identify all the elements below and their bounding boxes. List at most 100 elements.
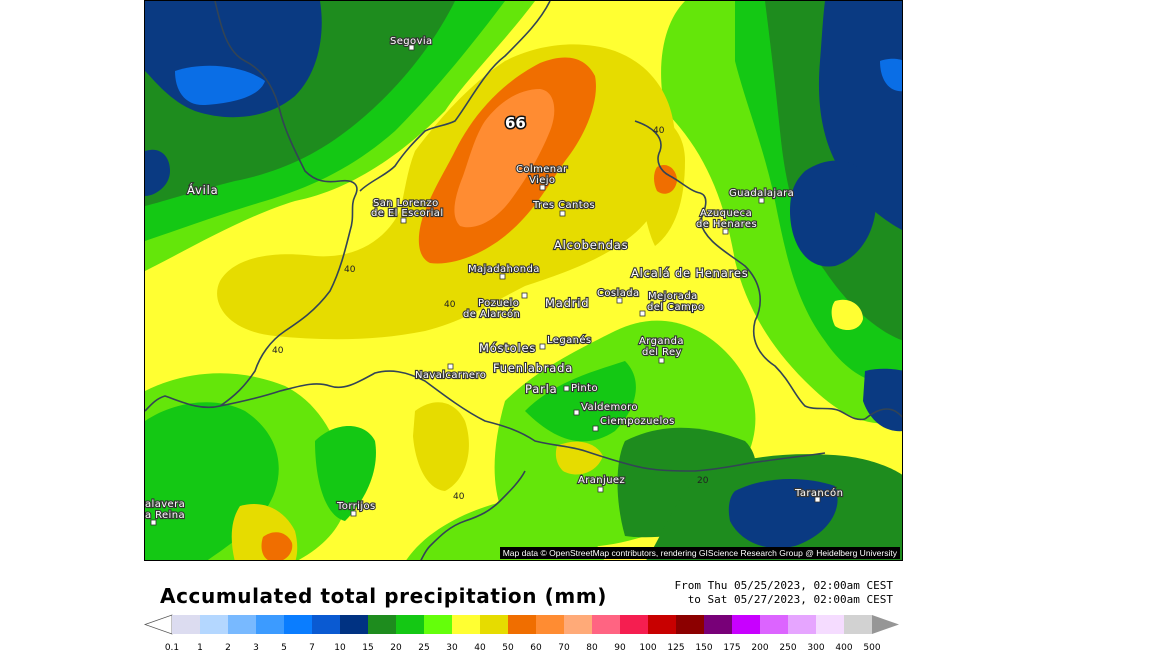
colorbar-tick-label: 1 — [197, 643, 203, 651]
place-guadalajara: Guadalajara — [729, 188, 794, 199]
marker-coslada — [616, 297, 623, 304]
place-pozuelo-2: de Alarcón — [463, 308, 520, 320]
place-viejo: Viejo — [529, 175, 555, 186]
colorbar-tick-label: 0.1 — [165, 643, 179, 651]
marker-san-lorenzo — [400, 217, 407, 224]
place-navalcarnero: Navalcarnero — [415, 370, 486, 381]
place-madrid: Madrid — [545, 296, 589, 310]
place-san-lorenzo-2: de El Escorial — [371, 208, 444, 219]
place-san-lorenzo: San Lorenzo — [373, 198, 439, 209]
contour-orange-core — [454, 89, 555, 228]
place-tarancon: Tarancón — [794, 487, 843, 499]
contour-light-green-bottom — [406, 500, 605, 560]
marker-ciempozuelos — [592, 425, 599, 432]
place-colmenar: Colmenar — [516, 164, 568, 175]
precipitation-map: 40 40 40 40 40 20 66 — [144, 0, 903, 561]
colorbar-cell — [508, 615, 536, 634]
colorbar-tick-label: 300 — [807, 643, 824, 651]
contour-dark-blue-tarancon — [728, 479, 838, 549]
colorbar: 0.1 1 2 3 5 7 10 15 20 25 30 40 50 60 70 80 90 100 125 150 1… — [143, 614, 899, 651]
colorbar-cell — [312, 615, 340, 634]
colorbar-cell — [228, 615, 256, 634]
colorbar-tick-label: 90 — [614, 643, 626, 651]
contour-dark-blue-guadalajara — [790, 160, 876, 267]
place-leganes: Leganés — [547, 334, 592, 346]
colorbar-tick-label: 25 — [418, 643, 429, 651]
colorbar-cell — [396, 615, 424, 634]
place-ciempozuelos: Ciempozuelos — [600, 416, 675, 427]
place-talavera-2: a Reina — [145, 510, 185, 521]
place-coslada: Coslada — [597, 288, 640, 299]
place-alcala: Alcalá de Henares — [631, 266, 749, 280]
colorbar-low-triangle — [143, 614, 173, 635]
colorbar-tick-label: 3 — [253, 643, 259, 651]
date-range: From Thu 05/25/2023, 02:00am CEST to Sat… — [640, 579, 893, 607]
colorbar-cell — [424, 615, 452, 634]
colorbar-tick-label: 250 — [779, 643, 796, 651]
marker-segovia — [408, 44, 415, 51]
colorbar-cell — [816, 615, 844, 634]
place-azuqueca: Azuqueca — [700, 208, 752, 219]
contour-label: 20 — [697, 476, 709, 486]
colorbar-cell — [200, 615, 228, 634]
colorbar-tick-label: 400 — [835, 643, 852, 651]
place-parla: Parla — [525, 382, 557, 396]
chart-title: Accumulated total precipitation (mm) — [160, 584, 608, 608]
place-alcobendas: Alcobendas — [554, 238, 628, 252]
colorbar-tick-label: 150 — [695, 643, 712, 651]
colorbar-tick-label: 500 — [863, 643, 880, 651]
marker-talavera — [150, 519, 157, 526]
colorbar-cell — [256, 615, 284, 634]
contour-dark-blue-w — [145, 149, 170, 196]
colorbar-cell — [620, 615, 648, 634]
place-fuenlabrada: Fuenlabrada — [493, 361, 573, 375]
colorbar-cell — [564, 615, 592, 634]
colorbar-tick-label: 70 — [558, 643, 570, 651]
border-north — [359, 1, 551, 192]
contour-label: 40 — [653, 126, 665, 136]
place-majadahonda: Majadahonda — [468, 264, 540, 275]
place-arganda-2: del Rey — [642, 347, 682, 358]
place-talavera: alavera — [145, 499, 185, 510]
contour-label: 40 — [453, 492, 465, 502]
map-attribution: Map data © OpenStreetMap contributors, r… — [499, 547, 900, 559]
colorbar-cell — [368, 615, 396, 634]
border-southwest — [420, 470, 526, 560]
contour-label: 40 — [272, 346, 284, 356]
colorbar-cell — [760, 615, 788, 634]
place-pinto: Pinto — [571, 383, 598, 394]
colorbar-cell — [676, 615, 704, 634]
border-east — [634, 120, 866, 421]
colorbar-tick-label: 20 — [390, 643, 402, 651]
colorbar-high-triangle — [872, 615, 899, 634]
marker-colmenar — [539, 184, 546, 191]
max-value-label: 66 — [505, 114, 526, 132]
colorbar-tick-label: 2 — [225, 643, 231, 651]
colorbar-cell — [732, 615, 760, 634]
date-range-to: to Sat 05/27/2023, 02:00am CEST — [687, 593, 893, 606]
contour-orange-east — [654, 164, 677, 194]
colorbar-tick-label: 50 — [502, 643, 514, 651]
city-markers — [150, 44, 821, 526]
place-tres-cantos: Tres Cantos — [532, 200, 595, 211]
colorbar-tick-label: 125 — [667, 643, 684, 651]
colorbar-tick-label: 100 — [639, 643, 656, 651]
colorbar-tick-label: 10 — [334, 643, 346, 651]
border-south — [219, 370, 826, 472]
colorbar-cell — [592, 615, 620, 634]
colorbar-tick-label: 5 — [281, 643, 287, 651]
contour-olive-aranjuez — [555, 441, 603, 475]
colorbar-tick-label: 40 — [474, 643, 486, 651]
colorbar-tick-label: 7 — [309, 643, 315, 651]
colorbar-tick-label: 30 — [446, 643, 458, 651]
colorbar-cells — [143, 614, 899, 635]
contour-dark-blue-ne — [818, 1, 902, 230]
date-range-from: From Thu 05/25/2023, 02:00am CEST — [674, 579, 893, 592]
contour-blue-ne — [880, 58, 902, 92]
place-arganda: Arganda — [639, 336, 684, 347]
colorbar-tick-label: 15 — [362, 643, 373, 651]
marker-azuqueca — [722, 228, 729, 235]
marker-navalcarnero — [447, 363, 454, 370]
colorbar-cell — [844, 615, 872, 634]
colorbar-cell — [452, 615, 480, 634]
